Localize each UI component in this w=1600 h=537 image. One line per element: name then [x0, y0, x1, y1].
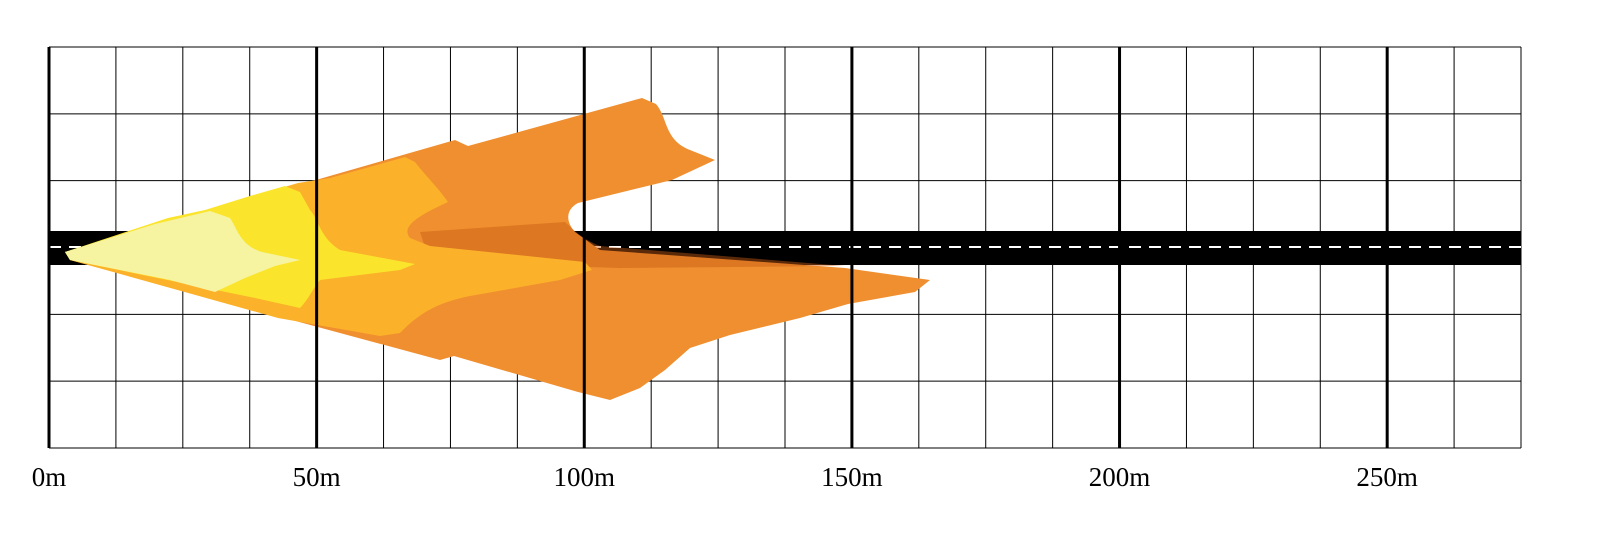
beam-zones — [65, 98, 930, 400]
beam-zone-pale — [65, 211, 300, 292]
x-tick-label-0m: 0m — [32, 462, 67, 492]
x-tick-label-200m: 200m — [1089, 462, 1151, 492]
grid-major-lines — [47, 47, 1389, 448]
x-tick-label-150m: 150m — [821, 462, 883, 492]
x-tick-label-100m: 100m — [554, 462, 616, 492]
beam-zone-orange — [65, 98, 930, 400]
x-tick-label-50m: 50m — [293, 462, 341, 492]
x-tick-label-250m: 250m — [1356, 462, 1418, 492]
x-axis-labels: 0m 50m 100m 150m 200m 250m — [32, 462, 1418, 492]
